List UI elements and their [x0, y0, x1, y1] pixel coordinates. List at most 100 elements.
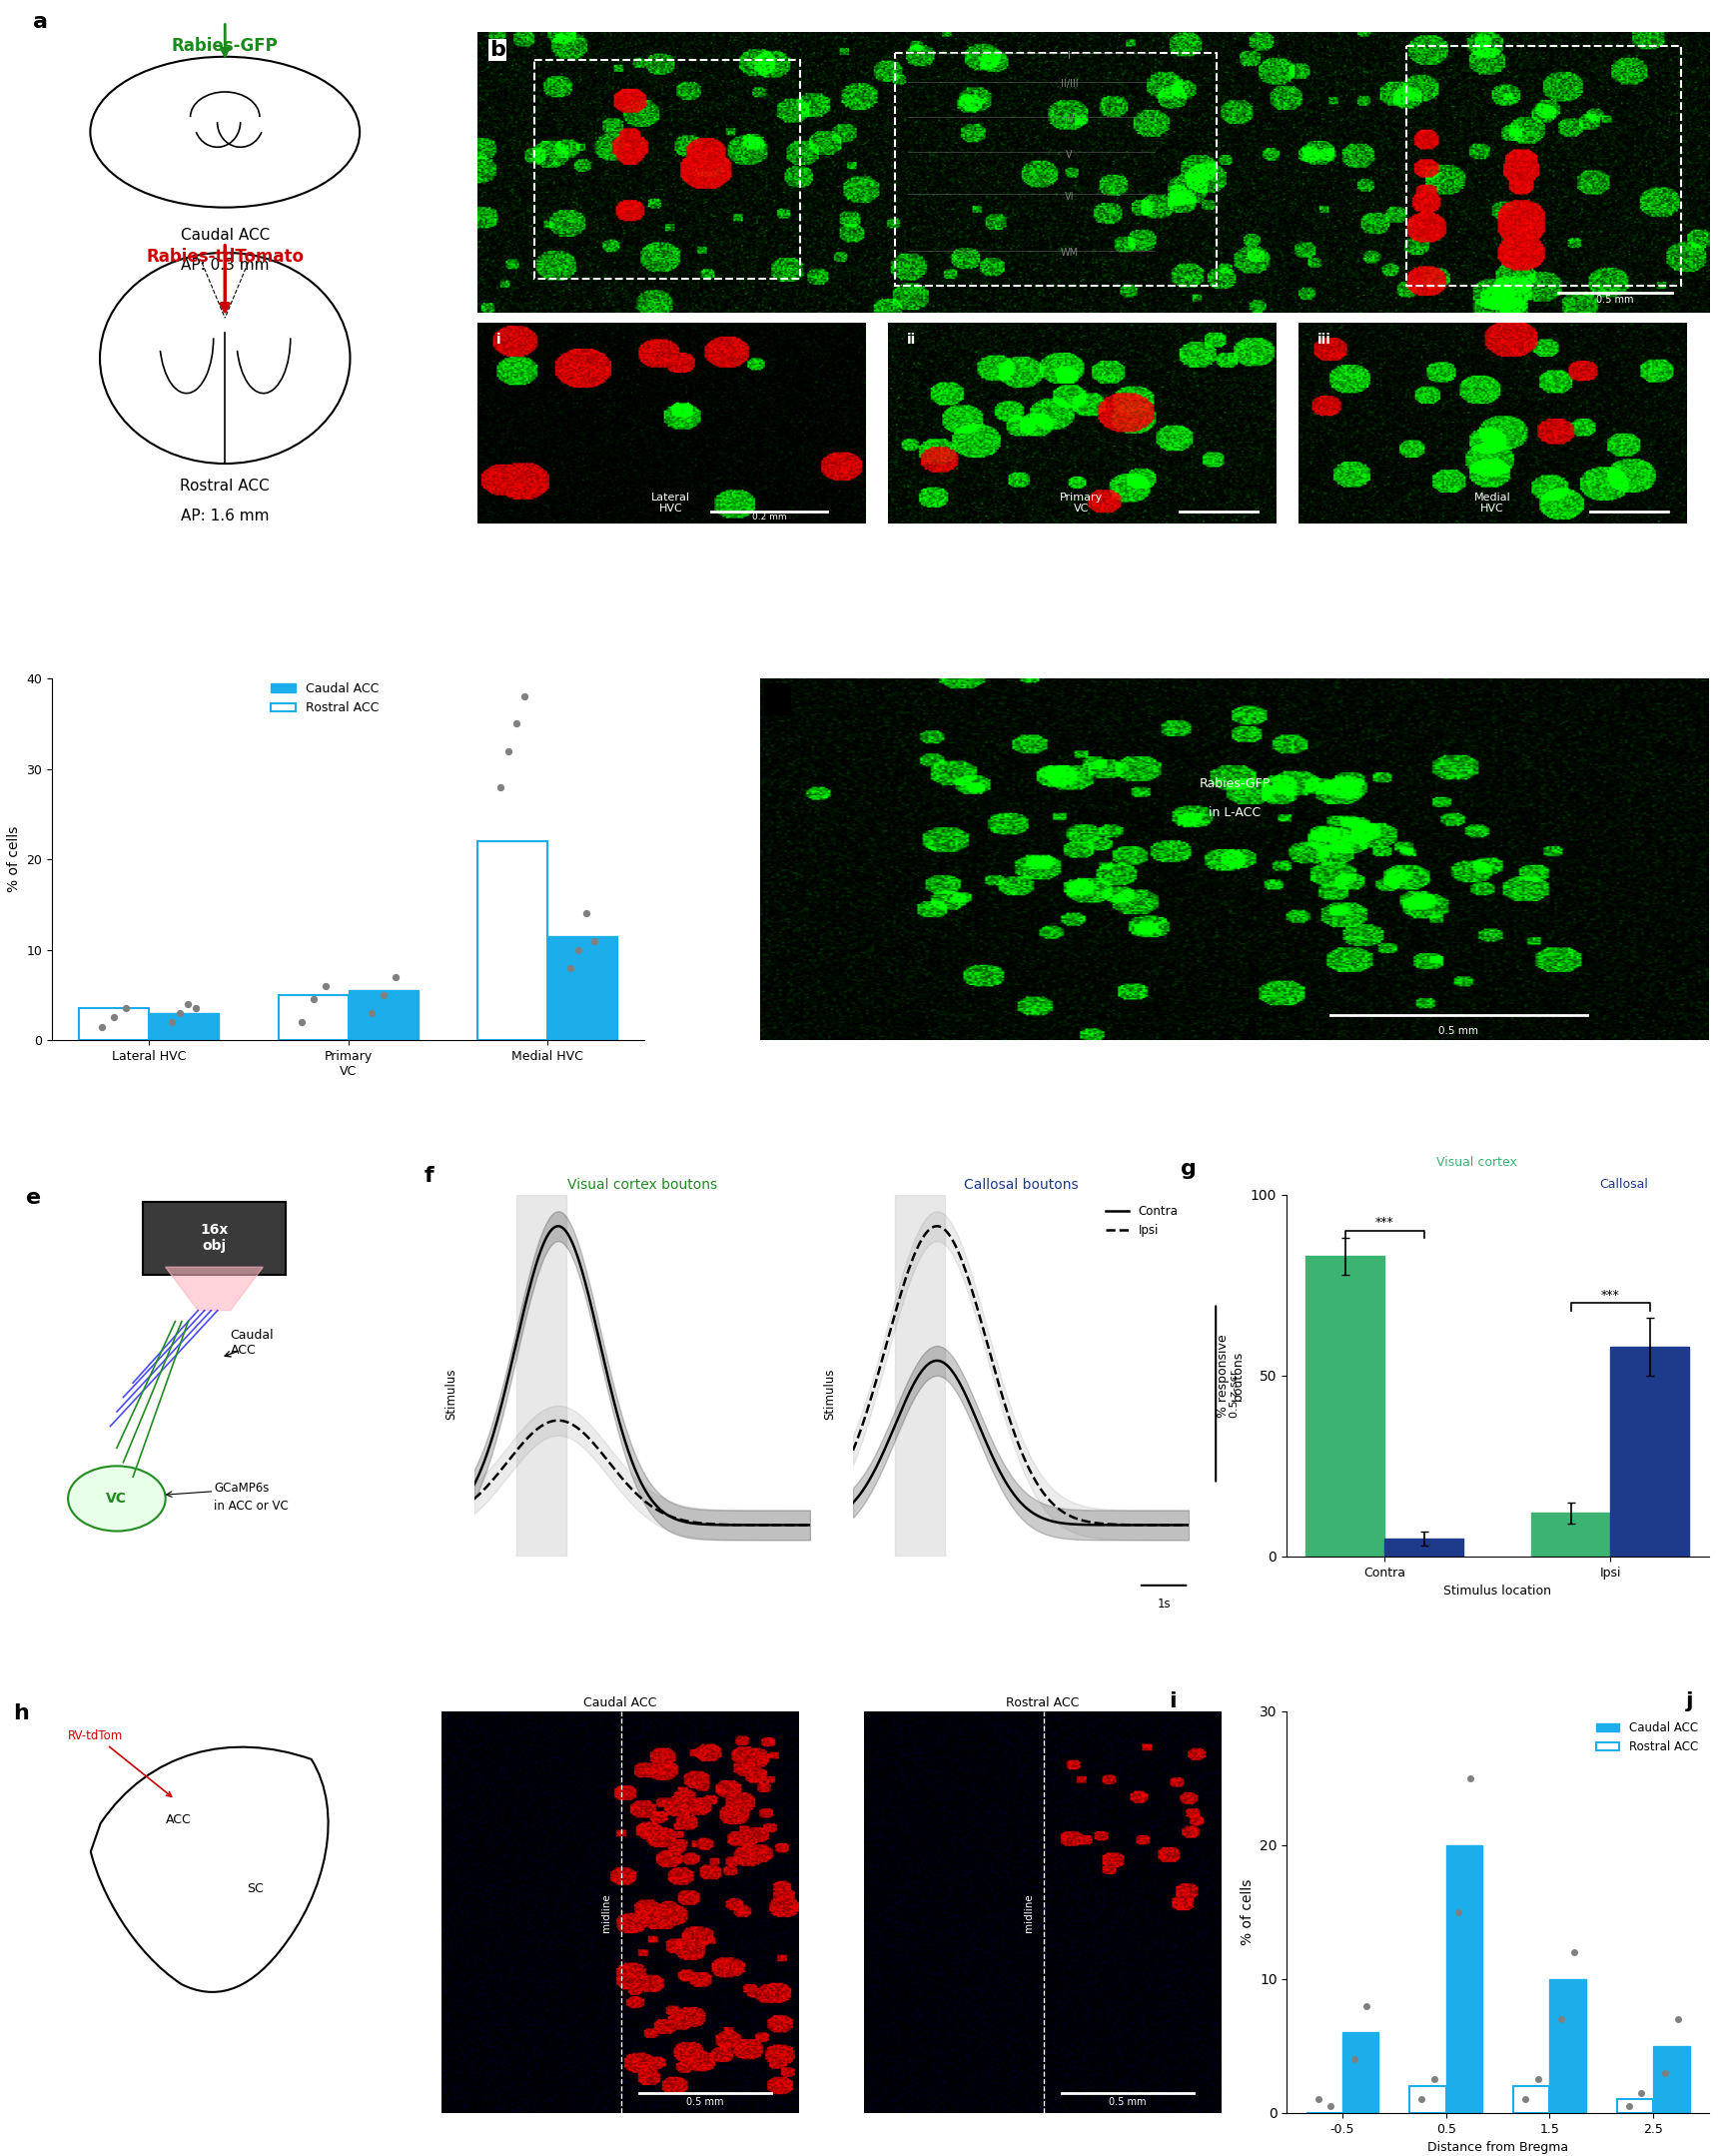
Ipsi [1055, 1501, 1075, 1526]
Contra [842, 1490, 863, 1516]
Text: g: g [1181, 1158, 1196, 1179]
Point [1317, 2089, 1345, 2124]
Text: 0.5 mm: 0.5 mm [687, 2098, 723, 2109]
X-axis label: Stimulus location: Stimulus location [1443, 1585, 1552, 1598]
Text: in L-ACC: in L-ACC [1208, 806, 1260, 819]
Text: 16x
obj: 16x obj [200, 1222, 228, 1253]
Point [502, 707, 530, 742]
Contra [1179, 1511, 1200, 1537]
Text: V: V [1067, 149, 1072, 160]
FancyBboxPatch shape [143, 1203, 287, 1274]
Point [157, 1005, 185, 1039]
Text: ii: ii [908, 332, 917, 347]
Point [88, 1009, 116, 1044]
Point [181, 992, 209, 1026]
Text: VI: VI [1065, 192, 1074, 203]
Contra [597, 1365, 618, 1391]
Bar [278, 994, 349, 1039]
Text: Stimulus: Stimulus [444, 1367, 457, 1419]
Ellipse shape [67, 1466, 166, 1531]
Bar [1410, 2087, 1446, 2113]
Ipsi [1086, 1509, 1106, 1535]
X-axis label: Distance from Bregma: Distance from Bregma [1427, 2141, 1569, 2154]
Legend: Caudal ACC, Rostral ACC: Caudal ACC, Rostral ACC [1591, 1716, 1704, 1759]
Text: Visual cortex: Visual cortex [1436, 1156, 1517, 1169]
Contra [799, 1511, 820, 1537]
Bar [516, 1194, 566, 1557]
Bar [535, 60, 801, 278]
Text: 1s: 1s [1156, 1598, 1170, 1611]
Point [100, 1000, 128, 1035]
Point [1560, 1934, 1588, 1968]
Bar [894, 54, 1217, 285]
Point [299, 983, 326, 1018]
Point [369, 977, 397, 1011]
Line: Ipsi: Ipsi [475, 1421, 809, 1524]
Title: Visual cortex boutons: Visual cortex boutons [568, 1177, 716, 1192]
Point [582, 923, 609, 957]
Bar [1407, 47, 1681, 285]
Text: i: i [497, 332, 501, 347]
Line: Contra: Contra [853, 1360, 1189, 1524]
Point [311, 968, 338, 1003]
Text: in ACC or VC: in ACC or VC [214, 1498, 288, 1511]
Point [1628, 2076, 1655, 2111]
Text: a: a [33, 11, 48, 32]
Ipsi [953, 1250, 973, 1276]
Ipsi [708, 1511, 728, 1537]
Text: AP: 1.6 mm: AP: 1.6 mm [181, 509, 269, 524]
Text: ***: *** [1376, 1216, 1395, 1229]
Ipsi [575, 1421, 595, 1447]
Ipsi [677, 1507, 697, 1533]
Title: Rostral ACC: Rostral ACC [1006, 1697, 1079, 1710]
Bar [1514, 2087, 1550, 2113]
Text: Rabies-tdTomato: Rabies-tdTomato [147, 248, 304, 265]
Text: b: b [490, 41, 506, 60]
Ipsi [597, 1449, 618, 1475]
Point [357, 996, 385, 1031]
Text: Caudal ACC: Caudal ACC [181, 229, 269, 241]
Contra [884, 1416, 904, 1442]
Text: Rabies-GFP: Rabies-GFP [171, 37, 278, 54]
Point [1305, 2083, 1332, 2117]
Point [1353, 1988, 1381, 2022]
Ipsi [709, 1511, 730, 1537]
Contra [504, 1337, 525, 1363]
Text: Medial
HVC: Medial HVC [1474, 492, 1510, 513]
Bar [148, 1013, 219, 1039]
Text: Stimulus: Stimulus [823, 1367, 835, 1419]
Title: Callosal boutons: Callosal boutons [963, 1177, 1079, 1192]
Point [1457, 1761, 1484, 1796]
Point [1512, 2083, 1540, 2117]
Contra [1055, 1511, 1075, 1537]
Text: Callosal: Callosal [1600, 1177, 1648, 1190]
Text: IV: IV [1065, 114, 1074, 125]
Contra [953, 1378, 973, 1404]
Point [487, 770, 514, 804]
Text: f: f [425, 1166, 433, 1186]
Ipsi [927, 1214, 948, 1240]
Text: GCaMP6s: GCaMP6s [214, 1481, 269, 1494]
Ipsi [799, 1511, 820, 1537]
Ipsi [504, 1440, 525, 1466]
Point [166, 996, 193, 1031]
Point [1524, 2061, 1552, 2096]
Legend: Contra, Ipsi: Contra, Ipsi [1101, 1201, 1182, 1242]
Bar [547, 936, 618, 1039]
Point [1548, 2003, 1576, 2037]
Text: e: e [26, 1188, 41, 1207]
Contra [709, 1511, 730, 1537]
Point [557, 951, 585, 985]
Text: Caudal
ACC: Caudal ACC [231, 1328, 274, 1356]
Ipsi [464, 1485, 485, 1511]
Text: 0.2 mm: 0.2 mm [753, 513, 787, 522]
Bar [349, 990, 418, 1039]
Bar [1384, 1539, 1464, 1557]
Bar [478, 841, 547, 1039]
Ipsi [977, 1328, 998, 1354]
Contra [977, 1432, 998, 1457]
Point [573, 897, 601, 931]
Text: Primary
VC: Primary VC [1060, 492, 1103, 513]
Text: SC: SC [247, 1882, 262, 1895]
Point [112, 992, 140, 1026]
